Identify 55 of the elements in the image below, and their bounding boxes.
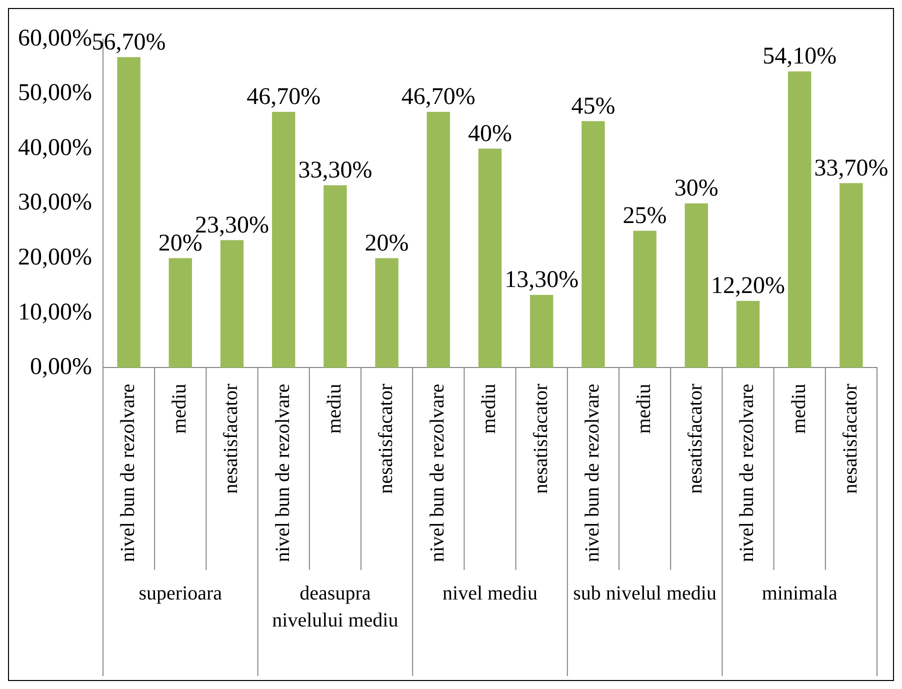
bar	[168, 258, 192, 368]
y-tick-label: 20,00%	[18, 244, 92, 270]
text: superioara	[138, 582, 222, 604]
bar	[684, 203, 708, 368]
data-label: 33,70%	[814, 155, 888, 182]
x-tick-label: nesatisfacator	[220, 383, 242, 494]
data-label: 33,30%	[298, 158, 372, 184]
bar	[324, 185, 347, 368]
bar	[788, 71, 812, 368]
data-label: 30%	[674, 176, 718, 202]
bar	[478, 148, 502, 368]
x-tick-label: nivel bun de rezolvare	[581, 384, 604, 562]
x-tick-label: nivel bun de rezolvare	[117, 384, 140, 562]
x-tick-label: nesatisfacator	[839, 383, 862, 494]
data-label: 40%	[468, 120, 512, 147]
y-tick-label: 40,00%	[18, 134, 92, 161]
x-tick-label: nivel bun de rezolvare	[272, 384, 294, 562]
text: deasupra nivelului mediu	[272, 582, 398, 632]
bar	[736, 300, 760, 368]
y-tick-label: 60,00%	[18, 25, 92, 52]
x-tick-label: nesatisfacator	[684, 383, 707, 494]
x-tick-label: nesatisfacator	[530, 383, 552, 494]
bar	[117, 57, 140, 368]
x-tick-label: mediu	[323, 384, 346, 434]
data-label: 45%	[571, 93, 616, 120]
data-label: 54,10%	[762, 44, 837, 70]
x-tick-label: nesatisfacator	[375, 383, 398, 494]
data-label: 12,20%	[711, 273, 785, 300]
x-tick-label: mediu	[168, 384, 191, 434]
data-label: 25%	[622, 203, 667, 230]
bar	[375, 258, 398, 368]
x-tick-label: mediu	[788, 384, 810, 434]
x-tick-label: nivel bun de rezolvare	[736, 384, 758, 562]
bar	[530, 294, 554, 368]
y-tick-label: 0,00%	[30, 354, 92, 380]
data-label: 13,30%	[504, 267, 579, 294]
y-tick-label: 50,00%	[18, 80, 92, 106]
x-tick-label: mediu	[478, 384, 500, 434]
bar	[633, 230, 656, 368]
y-tick-label: 10,00%	[18, 299, 92, 326]
bar	[582, 121, 605, 368]
data-label: 20%	[364, 230, 409, 256]
y-tick-label: 30,00%	[18, 190, 92, 216]
bar	[220, 240, 244, 368]
bar	[426, 112, 450, 368]
data-label: 46,70%	[246, 84, 321, 110]
data-label: 56,70%	[92, 29, 166, 56]
x-tick-label: mediu	[633, 384, 656, 434]
bar	[840, 183, 863, 368]
x-tick-label: nivel bun de rezolvare	[426, 384, 449, 562]
text: sub nivelul mediu	[573, 582, 716, 604]
data-label: 46,70%	[401, 84, 476, 110]
bar	[272, 112, 296, 368]
text: nivel mediu	[442, 582, 538, 604]
text: minimala	[762, 582, 838, 604]
